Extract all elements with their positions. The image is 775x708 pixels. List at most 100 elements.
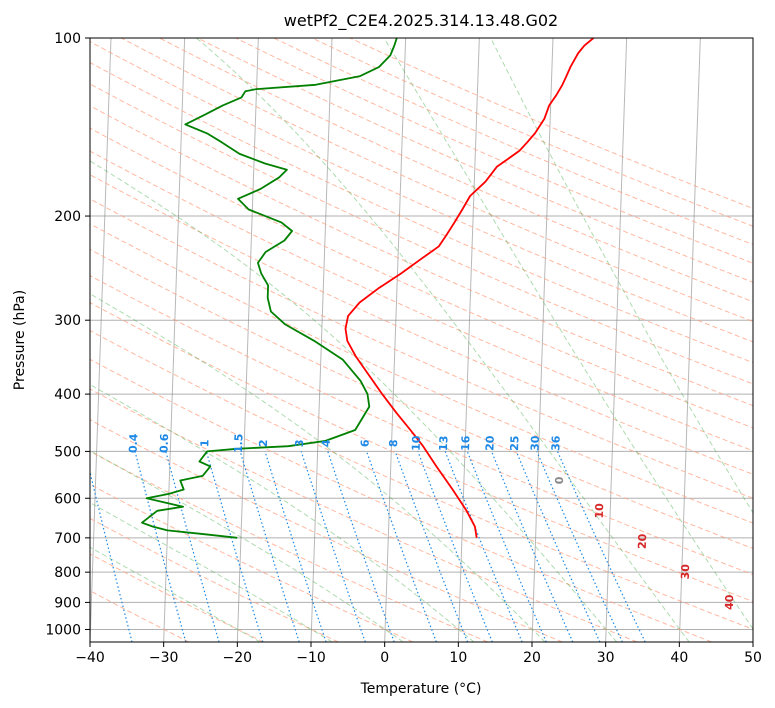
isotherm-line — [752, 627, 753, 642]
y-axis-label: Pressure (hPa) — [12, 290, 28, 390]
mixing-ratio-line — [90, 469, 133, 642]
mixing-ratio-line — [165, 451, 220, 642]
mixing-ratio-line — [466, 451, 547, 642]
mixing-ratio-label: 6 — [358, 439, 371, 447]
mixing-ratio-line — [515, 451, 601, 642]
y-tick-label: 700 — [54, 531, 81, 547]
x-tick-label: −20 — [223, 650, 253, 666]
dry-adiabat — [90, 127, 753, 429]
dry-adiabat — [90, 553, 264, 642]
y-tick-label: 1000 — [45, 622, 81, 638]
x-tick-label: 50 — [744, 650, 762, 666]
dry-adiabat — [90, 83, 753, 385]
moist-adiabat — [90, 160, 618, 642]
mixing-ratio-label: 13 — [437, 435, 451, 451]
dry-adiabat — [90, 450, 488, 642]
mixing-ratio-label: 36 — [549, 435, 563, 451]
y-tick-label: 600 — [54, 491, 81, 507]
mixing-ratio-line — [300, 451, 366, 642]
wet-adiabat-label: 20 — [636, 533, 650, 549]
x-axis: −40 −30 −20 −10 0 10 20 30 40 50 — [75, 642, 762, 666]
moist-adiabat — [90, 293, 546, 642]
x-tick-label: 0 — [380, 650, 389, 666]
mixing-ratio-line — [556, 451, 646, 642]
mixing-ratio-label: 20 — [483, 435, 497, 451]
isopleth-labels: 0 10 20 30 40 0.4 0.6 1 1.5 2 3 4 6 8 10 13 16 20 25 30 36 — [127, 433, 737, 610]
x-axis-label: Temperature (°C) — [360, 681, 482, 697]
y-tick-label: 900 — [54, 595, 81, 611]
isotherm-line — [163, 38, 186, 642]
mixing-ratio-label: 16 — [459, 435, 473, 451]
y-tick-label: 300 — [54, 313, 81, 329]
isotherm-line — [310, 38, 333, 642]
dry-adiabat — [273, 38, 753, 246]
dry-adiabat — [311, 38, 753, 227]
y-axis: 100 200 300 400 500 600 700 800 900 1000 — [45, 31, 90, 638]
wet-adiabat-label: 30 — [679, 564, 693, 580]
mixing-ratio-line — [239, 451, 300, 642]
x-tick-label: 10 — [449, 650, 467, 666]
mixing-ratio-line — [536, 451, 623, 642]
moist-adiabat — [490, 38, 753, 514]
isotherm-line — [531, 38, 554, 642]
dry-adiabat — [349, 38, 753, 209]
wet-adiabat-label: 40 — [723, 594, 737, 610]
data-series — [141, 38, 595, 539]
dry-adiabat — [90, 302, 753, 603]
dry-adiabat — [90, 388, 638, 642]
wet-adiabat-label: 10 — [593, 503, 607, 519]
moist-adiabat — [90, 502, 333, 642]
y-tick-label: 500 — [54, 444, 81, 460]
mixing-ratio-line — [205, 451, 264, 642]
dry-adiabat — [197, 38, 753, 283]
dry-adiabat — [90, 419, 563, 642]
background-grid — [90, 38, 753, 642]
x-tick-label: −10 — [296, 650, 326, 666]
isotherm-line — [605, 38, 628, 642]
mixing-ratio-line — [366, 451, 437, 642]
moist-adiabat — [90, 383, 475, 642]
dry-adiabat — [90, 358, 712, 642]
isotherm-line — [384, 38, 407, 642]
moist-adiabat — [196, 38, 690, 642]
plot-frame — [89, 37, 754, 643]
dry-adiabat — [90, 61, 753, 364]
dry-adiabat — [121, 38, 753, 323]
mixing-ratio-label: 30 — [529, 435, 543, 451]
isotherm-line — [678, 38, 701, 642]
x-tick-label: −40 — [75, 650, 105, 666]
x-tick-label: 40 — [670, 650, 688, 666]
y-tick-label: 200 — [54, 209, 81, 225]
wet-adiabat-label: 0 — [553, 476, 566, 484]
sounding-series-line — [344, 38, 595, 538]
x-tick-label: −30 — [149, 650, 179, 666]
y-tick-label: 100 — [54, 31, 81, 47]
dry-adiabat — [159, 38, 753, 303]
mixing-ratio-label: 3 — [293, 439, 306, 447]
mixing-ratio-label: 0.4 — [127, 433, 141, 453]
mixing-ratio-label: 25 — [508, 435, 522, 451]
mixing-ratio-label: 4 — [320, 439, 333, 447]
mixing-ratio-label: 0.6 — [157, 433, 171, 453]
y-tick-label: 400 — [54, 387, 81, 403]
mixing-ratio-label: 1 — [198, 439, 211, 447]
dry-adiabat — [90, 198, 753, 499]
dry-adiabat — [90, 517, 339, 642]
y-tick-label: 800 — [54, 565, 81, 581]
x-tick-label: 20 — [523, 650, 541, 666]
mixing-ratio-label: 8 — [387, 439, 400, 447]
x-tick-label: 30 — [597, 650, 615, 666]
dry-adiabat — [90, 150, 753, 452]
sounding-series-line — [141, 38, 398, 539]
mixing-ratio-label: 10 — [410, 435, 424, 451]
moist-adiabat — [90, 546, 261, 642]
mixing-ratio-label: 1.5 — [232, 433, 246, 453]
moist-adiabat — [383, 38, 753, 630]
isotherm-line — [236, 38, 259, 642]
mixing-ratio-label: 2 — [257, 439, 270, 447]
mixing-ratio-line — [327, 451, 395, 642]
mixing-ratio-line — [417, 451, 493, 642]
mixing-ratio-line — [491, 451, 574, 642]
mixing-ratio-line — [134, 451, 187, 642]
